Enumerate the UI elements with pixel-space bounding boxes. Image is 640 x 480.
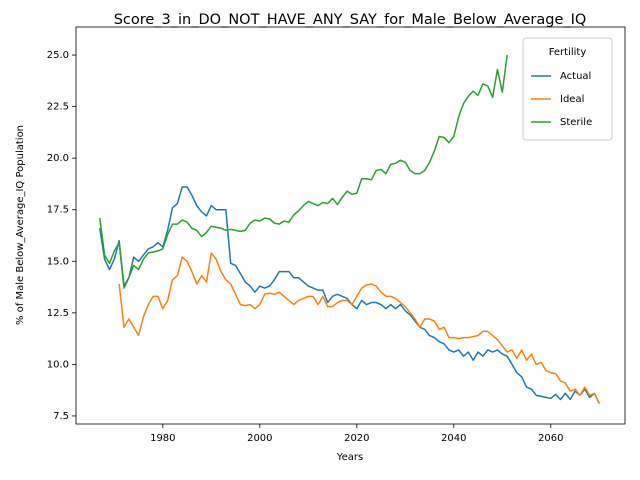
legend-label: Sterile [560, 117, 592, 128]
y-tick-label: 10.0 [47, 359, 69, 370]
x-tick-label: 2000 [247, 433, 272, 444]
legend-title: Fertility [549, 47, 587, 58]
x-tick-label: 2040 [441, 433, 466, 444]
legend-label: Ideal [560, 94, 584, 105]
y-tick-label: 12.5 [47, 308, 69, 319]
y-tick-label: 25.0 [47, 50, 69, 61]
y-tick-label: 22.5 [47, 102, 69, 113]
y-tick-label: 7.5 [53, 411, 69, 422]
y-tick-label: 20.0 [47, 153, 69, 164]
legend-label: Actual [560, 71, 591, 82]
chart-title: Score_3_in_DO_NOT_HAVE_ANY_SAY_for_Male_… [114, 12, 587, 28]
x-tick-label: 2060 [538, 433, 563, 444]
y-tick-label: 17.5 [47, 205, 69, 216]
series-line [99, 186, 600, 404]
legend-box [522, 37, 613, 141]
y-tick-label: 15.0 [47, 256, 69, 267]
series-line [99, 54, 508, 289]
x-axis-label: Years [336, 452, 363, 463]
x-tick-label: 1980 [150, 433, 175, 444]
y-axis-label: % of Male Below_Average_IQ Population [15, 125, 26, 325]
x-tick-label: 2020 [344, 433, 369, 444]
plot-frame [75, 26, 626, 425]
series-line [118, 252, 600, 404]
